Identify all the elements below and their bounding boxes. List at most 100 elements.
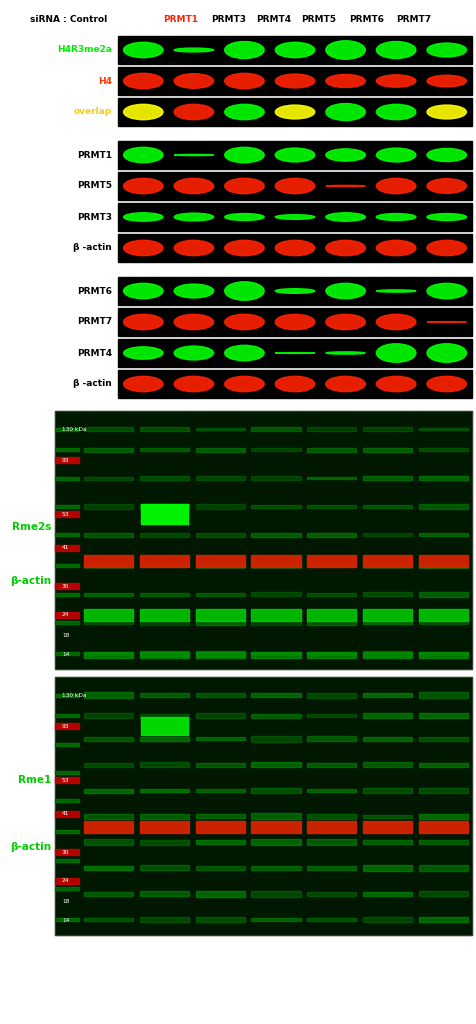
Bar — [55, 714, 79, 717]
Bar — [307, 505, 356, 508]
Bar — [55, 411, 471, 669]
Text: 18: 18 — [62, 633, 69, 638]
Bar — [55, 777, 79, 783]
Bar — [84, 866, 133, 869]
Ellipse shape — [224, 42, 264, 58]
Ellipse shape — [123, 213, 163, 221]
Bar — [140, 651, 188, 655]
Bar — [84, 476, 133, 479]
Ellipse shape — [123, 241, 163, 256]
Ellipse shape — [325, 352, 365, 354]
Bar — [140, 865, 188, 870]
Bar — [84, 892, 133, 896]
Bar — [118, 36, 471, 63]
Bar — [251, 652, 300, 657]
Bar — [251, 762, 300, 767]
Bar — [362, 892, 411, 896]
Bar — [140, 916, 188, 923]
Bar — [118, 67, 471, 95]
Text: 30: 30 — [62, 850, 69, 855]
Bar — [84, 622, 133, 624]
Bar — [251, 866, 300, 869]
Bar — [307, 651, 356, 655]
Ellipse shape — [275, 148, 314, 162]
Ellipse shape — [325, 41, 365, 59]
Ellipse shape — [224, 104, 264, 120]
Bar — [418, 428, 466, 430]
Ellipse shape — [123, 147, 163, 163]
Bar — [140, 476, 188, 480]
Bar — [195, 447, 244, 452]
Bar — [55, 859, 79, 861]
Bar — [418, 892, 466, 896]
Text: PRMT4: PRMT4 — [77, 348, 112, 357]
Bar — [362, 447, 411, 452]
Ellipse shape — [123, 104, 163, 120]
Bar — [84, 593, 133, 596]
Ellipse shape — [376, 75, 415, 87]
Ellipse shape — [426, 105, 466, 119]
Bar — [140, 814, 188, 819]
Bar — [307, 814, 356, 819]
Bar — [118, 370, 471, 398]
Bar — [362, 763, 411, 767]
Text: PRMT7: PRMT7 — [77, 317, 112, 327]
Bar — [307, 736, 356, 741]
Bar — [55, 677, 471, 935]
Bar — [195, 564, 244, 567]
Ellipse shape — [275, 289, 314, 293]
Bar — [195, 841, 244, 844]
Bar — [195, 737, 244, 740]
Bar — [362, 621, 411, 624]
Bar — [140, 427, 188, 431]
Bar — [140, 621, 188, 625]
Bar — [55, 449, 79, 452]
Bar — [195, 763, 244, 767]
Bar — [362, 427, 411, 431]
Bar — [140, 564, 188, 567]
Bar — [418, 534, 466, 537]
Ellipse shape — [123, 284, 163, 299]
Text: β-actin: β-actin — [10, 843, 51, 852]
Ellipse shape — [174, 104, 213, 120]
Bar — [140, 593, 188, 596]
Bar — [362, 592, 411, 596]
Bar — [118, 278, 471, 305]
Ellipse shape — [224, 314, 264, 330]
Text: PRMT1: PRMT1 — [77, 151, 112, 160]
Ellipse shape — [174, 346, 213, 359]
Text: PRMT7: PRMT7 — [395, 15, 430, 25]
Bar — [307, 714, 356, 718]
Bar — [307, 892, 356, 896]
Ellipse shape — [325, 376, 365, 392]
Bar — [418, 737, 466, 741]
Text: PRMT5: PRMT5 — [300, 15, 335, 25]
Bar — [307, 820, 356, 833]
Bar — [55, 723, 79, 729]
Bar — [118, 234, 471, 262]
Bar — [118, 339, 471, 367]
Text: PRMT3: PRMT3 — [210, 15, 246, 25]
Bar — [55, 850, 79, 855]
Text: 130 kDa: 130 kDa — [62, 427, 86, 431]
Ellipse shape — [325, 75, 365, 87]
Bar — [195, 652, 244, 657]
Bar — [140, 555, 188, 566]
Bar — [307, 609, 356, 621]
Bar — [362, 609, 411, 621]
Bar — [251, 609, 300, 621]
Ellipse shape — [426, 241, 466, 256]
Ellipse shape — [376, 314, 415, 330]
Bar — [195, 866, 244, 869]
Bar — [195, 814, 244, 818]
Bar — [251, 692, 300, 697]
Bar — [307, 763, 356, 767]
Bar — [251, 505, 300, 508]
Bar — [55, 887, 79, 890]
Bar — [140, 532, 188, 537]
Bar — [140, 652, 188, 657]
Bar — [55, 771, 79, 774]
Bar — [195, 693, 244, 697]
Bar — [251, 736, 300, 741]
Bar — [84, 651, 133, 655]
